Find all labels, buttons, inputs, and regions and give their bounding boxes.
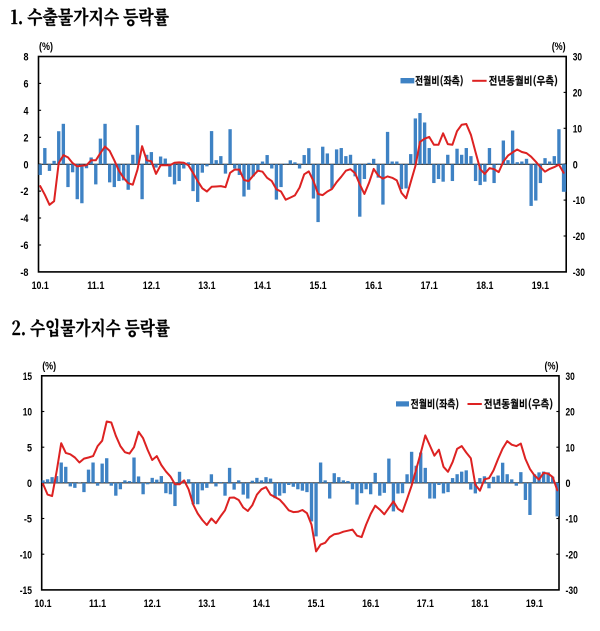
svg-text:0: 0 [566,478,571,490]
svg-text:11.1: 11.1 [89,598,107,610]
svg-text:-30: -30 [573,267,585,279]
svg-text:17.1: 17.1 [417,598,435,610]
svg-text:-5: -5 [24,514,33,526]
svg-text:12.1: 12.1 [144,598,162,610]
svg-text:14.1: 14.1 [253,598,271,610]
svg-text:-10: -10 [20,549,32,561]
svg-text:(%): (%) [545,360,559,372]
svg-text:10: 10 [573,123,582,135]
svg-text:-6: -6 [20,240,28,252]
svg-text:0: 0 [24,159,29,171]
svg-text:10.1: 10.1 [32,280,50,292]
svg-text:-20: -20 [573,231,585,243]
svg-text:12.1: 12.1 [143,280,161,292]
svg-text:-15: -15 [20,585,33,597]
svg-text:19.1: 19.1 [532,280,550,292]
svg-text:20: 20 [573,88,582,100]
svg-text:15.1: 15.1 [310,280,328,292]
svg-text:5: 5 [27,442,33,454]
svg-text:(%): (%) [42,360,56,372]
svg-text:15: 15 [23,371,33,383]
svg-text:-10: -10 [573,195,585,207]
svg-text:0: 0 [573,159,578,171]
svg-text:17.1: 17.1 [421,280,439,292]
svg-text:18.1: 18.1 [471,598,489,610]
svg-text:13.1: 13.1 [198,598,216,610]
svg-text:4: 4 [24,105,30,117]
svg-text:6: 6 [24,79,29,91]
svg-text:-10: -10 [566,514,578,526]
svg-text:16.1: 16.1 [365,280,383,292]
svg-text:14.1: 14.1 [254,280,272,292]
svg-text:-30: -30 [566,585,578,597]
svg-text:20: 20 [566,407,575,419]
svg-text:-4: -4 [20,213,29,225]
svg-text:-20: -20 [566,549,578,561]
svg-text:0: 0 [27,478,32,490]
svg-text:10: 10 [23,407,32,419]
svg-text:-2: -2 [20,186,28,198]
svg-text:-8: -8 [20,267,28,279]
svg-text:(%): (%) [39,41,53,53]
svg-text:11.1: 11.1 [87,280,105,292]
svg-text:10: 10 [566,442,575,454]
svg-text:16.1: 16.1 [362,598,380,610]
svg-text:(%): (%) [552,41,566,53]
svg-text:8: 8 [24,52,29,64]
svg-text:19.1: 19.1 [526,598,544,610]
svg-text:15.1: 15.1 [308,598,326,610]
svg-text:30: 30 [573,52,582,64]
svg-text:10.1: 10.1 [34,598,52,610]
svg-text:2: 2 [24,132,29,144]
svg-text:13.1: 13.1 [198,280,216,292]
svg-text:18.1: 18.1 [476,280,494,292]
svg-text:30: 30 [566,371,575,383]
